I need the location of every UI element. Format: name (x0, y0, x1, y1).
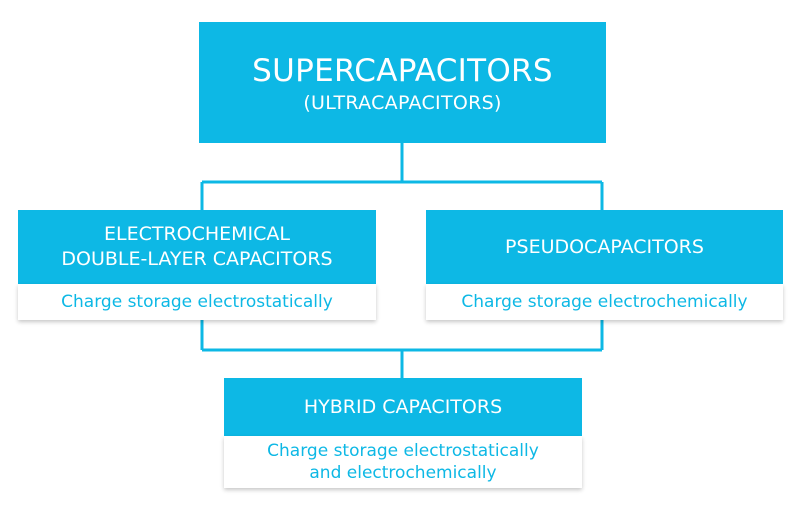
node-hybrid-capacitors-description-line-1: Charge storage electrostatically (267, 441, 539, 461)
node-pseudocapacitors-description-box: Charge storage electrochemically (426, 284, 783, 320)
node-pseudocapacitors-title: PSEUDOCAPACITORS (505, 235, 704, 258)
node-hybrid-capacitors-title: HYBRID CAPACITORS (303, 395, 503, 418)
node-supercapacitors-subtitle: (ULTRACAPACITORS) (303, 91, 502, 114)
node-pseudocapacitors-description: Charge storage electrochemically (461, 292, 748, 312)
node-supercapacitors-title: SUPERCAPACITORS (252, 52, 553, 89)
node-supercapacitors: SUPERCAPACITORS (ULTRACAPACITORS) (199, 22, 606, 143)
node-edlc-header: ELECTROCHEMICAL DOUBLE-LAYER CAPACITORS (18, 210, 376, 284)
node-pseudocapacitors-header: PSEUDOCAPACITORS (426, 210, 783, 284)
node-hybrid-capacitors-description-line-2: and electrochemically (309, 463, 497, 483)
node-hybrid-capacitors-description-box: Charge storage electrostatically and ele… (224, 436, 582, 488)
node-hybrid-capacitors-header: HYBRID CAPACITORS (224, 378, 582, 436)
node-supercapacitors-header: SUPERCAPACITORS (ULTRACAPACITORS) (199, 22, 606, 143)
node-edlc-title-line-1: ELECTROCHEMICAL (103, 223, 291, 245)
node-edlc: ELECTROCHEMICAL DOUBLE-LAYER CAPACITORS … (18, 210, 376, 320)
node-edlc-title-line-2: DOUBLE-LAYER CAPACITORS (61, 248, 333, 270)
node-edlc-description-box: Charge storage electrostatically (18, 284, 376, 320)
node-pseudocapacitors: PSEUDOCAPACITORS Charge storage electroc… (426, 210, 783, 320)
node-hybrid-capacitors: HYBRID CAPACITORS Charge storage electro… (224, 378, 582, 488)
node-edlc-description: Charge storage electrostatically (61, 292, 333, 312)
connector-group (200, 143, 604, 378)
